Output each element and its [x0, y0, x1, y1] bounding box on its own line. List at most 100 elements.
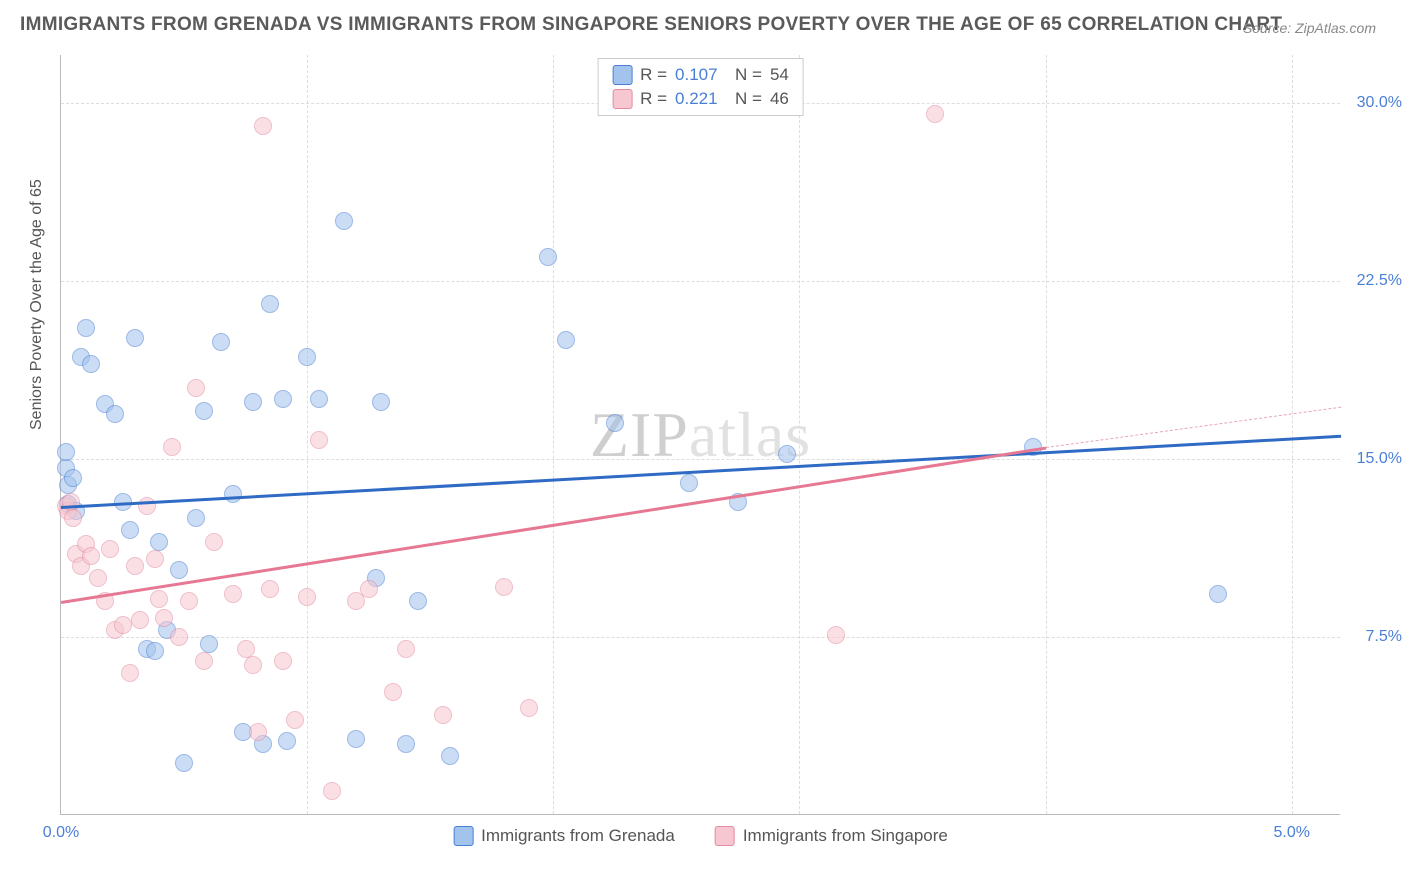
scatter-point	[827, 626, 845, 644]
grid-line-v	[799, 55, 800, 814]
scatter-point	[778, 445, 796, 463]
legend-row-singapore: R = 0.221 N = 46	[612, 89, 789, 109]
scatter-point	[606, 414, 624, 432]
scatter-point	[101, 540, 119, 558]
scatter-point	[298, 348, 316, 366]
scatter-point	[347, 730, 365, 748]
scatter-point	[360, 580, 378, 598]
scatter-point	[195, 402, 213, 420]
legend-label: Immigrants from Grenada	[481, 826, 675, 846]
scatter-point	[175, 754, 193, 772]
scatter-point	[372, 393, 390, 411]
swatch-blue-icon	[612, 65, 632, 85]
chart-source: Source: ZipAtlas.com	[1243, 20, 1376, 36]
scatter-point	[106, 405, 124, 423]
grid-line-h	[61, 637, 1340, 638]
scatter-point	[397, 640, 415, 658]
scatter-point	[557, 331, 575, 349]
scatter-point	[244, 656, 262, 674]
swatch-pink-icon	[612, 89, 632, 109]
scatter-point	[244, 393, 262, 411]
scatter-point	[82, 355, 100, 373]
y-tick-label: 15.0%	[1357, 450, 1402, 468]
scatter-point	[310, 390, 328, 408]
scatter-point	[237, 640, 255, 658]
scatter-point	[298, 588, 316, 606]
scatter-point	[441, 747, 459, 765]
scatter-point	[261, 295, 279, 313]
scatter-point	[224, 485, 242, 503]
legend-n-value: 46	[770, 89, 789, 109]
plot-area: R = 0.107 N = 54 R = 0.221 N = 46 ZIPatl…	[60, 55, 1340, 815]
scatter-point	[261, 580, 279, 598]
scatter-point	[249, 723, 267, 741]
scatter-point	[77, 319, 95, 337]
y-tick-label: 7.5%	[1366, 628, 1402, 646]
scatter-point	[150, 590, 168, 608]
scatter-point	[409, 592, 427, 610]
scatter-point	[180, 592, 198, 610]
scatter-point	[126, 329, 144, 347]
legend-item-singapore: Immigrants from Singapore	[715, 826, 948, 846]
scatter-point	[121, 664, 139, 682]
scatter-point	[539, 248, 557, 266]
legend-correlation: R = 0.107 N = 54 R = 0.221 N = 46	[597, 58, 804, 116]
swatch-pink-icon	[715, 826, 735, 846]
scatter-point	[155, 609, 173, 627]
scatter-point	[212, 333, 230, 351]
scatter-point	[163, 438, 181, 456]
y-tick-label: 22.5%	[1357, 272, 1402, 290]
scatter-point	[64, 509, 82, 527]
scatter-point	[187, 509, 205, 527]
legend-row-grenada: R = 0.107 N = 54	[612, 65, 789, 85]
watermark: ZIPatlas	[590, 398, 811, 472]
scatter-point	[224, 585, 242, 603]
scatter-point	[89, 569, 107, 587]
scatter-point	[187, 379, 205, 397]
grid-line-v	[1046, 55, 1047, 814]
legend-r-label: R =	[640, 65, 667, 85]
scatter-point	[82, 547, 100, 565]
scatter-point	[254, 117, 272, 135]
legend-series: Immigrants from Grenada Immigrants from …	[453, 826, 948, 846]
legend-n-label: N =	[726, 65, 762, 85]
scatter-point	[200, 635, 218, 653]
scatter-point	[1209, 585, 1227, 603]
scatter-point	[286, 711, 304, 729]
trend-line-dashed	[1046, 407, 1342, 448]
scatter-point	[680, 474, 698, 492]
y-axis-label: Seniors Poverty Over the Age of 65	[28, 179, 46, 430]
scatter-point	[278, 732, 296, 750]
scatter-point	[131, 611, 149, 629]
scatter-point	[335, 212, 353, 230]
swatch-blue-icon	[453, 826, 473, 846]
legend-n-value: 54	[770, 65, 789, 85]
scatter-point	[150, 533, 168, 551]
scatter-point	[170, 628, 188, 646]
scatter-point	[126, 557, 144, 575]
legend-r-value: 0.107	[675, 65, 718, 85]
scatter-point	[146, 550, 164, 568]
scatter-point	[323, 782, 341, 800]
scatter-point	[434, 706, 452, 724]
scatter-point	[205, 533, 223, 551]
scatter-point	[195, 652, 213, 670]
scatter-point	[274, 390, 292, 408]
scatter-point	[170, 561, 188, 579]
x-tick-label: 5.0%	[1274, 824, 1310, 842]
y-tick-label: 30.0%	[1357, 94, 1402, 112]
grid-line-v	[307, 55, 308, 814]
scatter-point	[121, 521, 139, 539]
scatter-point	[274, 652, 292, 670]
grid-line-v	[553, 55, 554, 814]
scatter-point	[495, 578, 513, 596]
grid-line-v	[1292, 55, 1293, 814]
grid-line-h	[61, 459, 1340, 460]
scatter-point	[520, 699, 538, 717]
legend-item-grenada: Immigrants from Grenada	[453, 826, 675, 846]
chart-title: IMMIGRANTS FROM GRENADA VS IMMIGRANTS FR…	[20, 14, 1282, 36]
scatter-point	[64, 469, 82, 487]
legend-r-label: R =	[640, 89, 667, 109]
grid-line-h	[61, 281, 1340, 282]
x-tick-label: 0.0%	[43, 824, 79, 842]
